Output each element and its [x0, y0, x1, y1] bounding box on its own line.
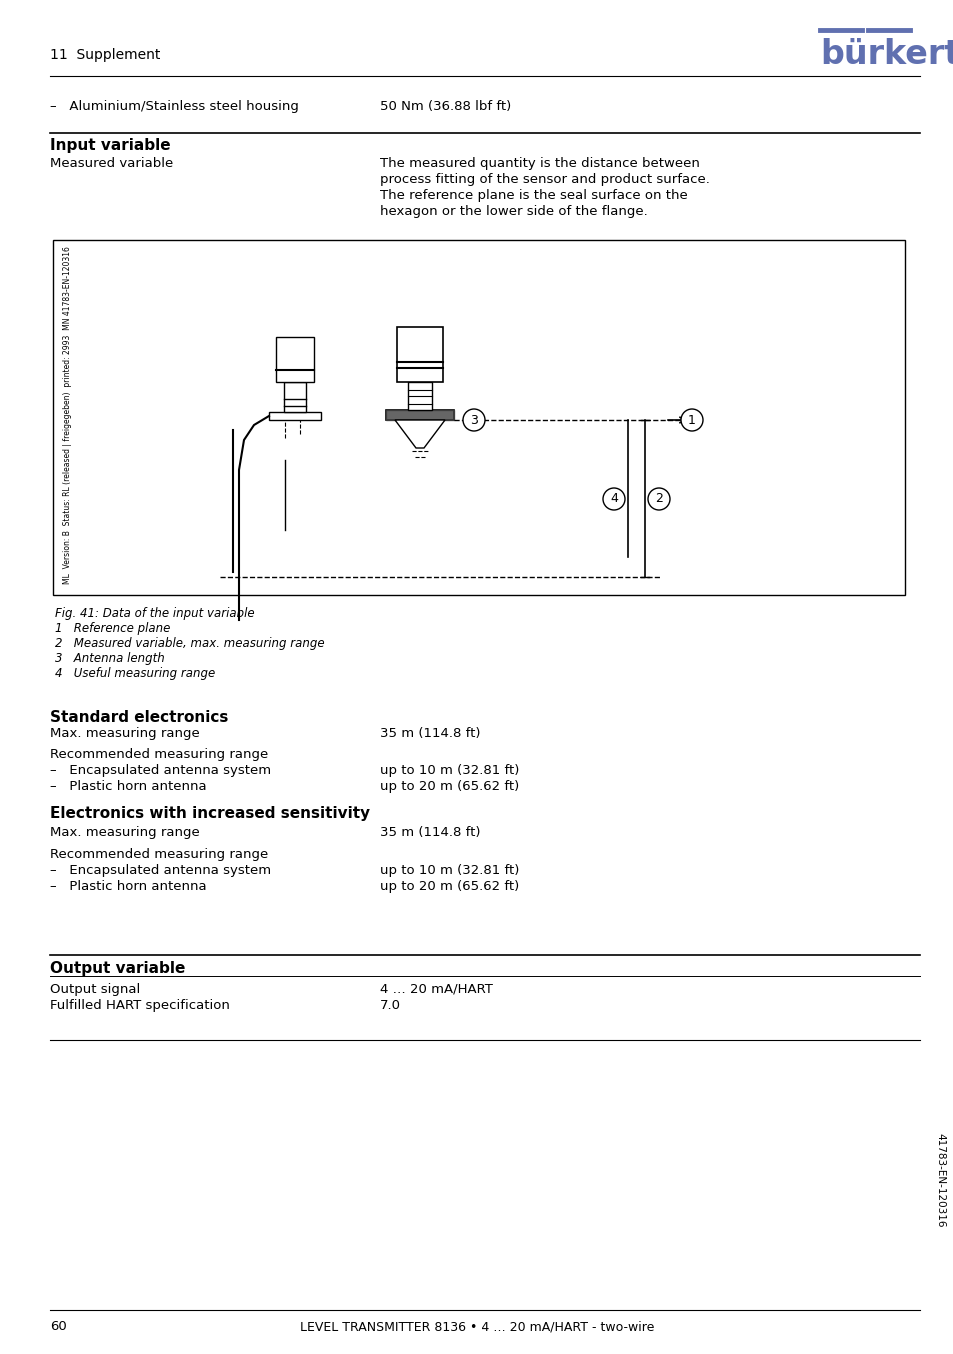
Text: bürkert: bürkert — [820, 38, 953, 70]
Text: up to 10 m (32.81 ft): up to 10 m (32.81 ft) — [379, 764, 518, 777]
Text: 4: 4 — [609, 493, 618, 505]
Bar — [386, 410, 454, 420]
Text: The measured quantity is the distance between: The measured quantity is the distance be… — [379, 157, 700, 171]
Text: 2   Measured variable, max. measuring range: 2 Measured variable, max. measuring rang… — [55, 636, 324, 650]
Polygon shape — [395, 420, 444, 448]
Text: Max. measuring range: Max. measuring range — [50, 727, 199, 741]
Text: 35 m (114.8 ft): 35 m (114.8 ft) — [379, 826, 480, 839]
Text: Recommended measuring range: Recommended measuring range — [50, 747, 268, 761]
Text: –   Plastic horn antenna: – Plastic horn antenna — [50, 880, 207, 894]
Text: ML  Version: B  Status: RL (released | freigegeben)  printed: 2993  MN 41783-EN-: ML Version: B Status: RL (released | fre… — [64, 246, 72, 584]
Text: Output variable: Output variable — [50, 961, 185, 976]
Text: Standard electronics: Standard electronics — [50, 709, 228, 724]
Bar — [408, 382, 432, 410]
Text: process fitting of the sensor and product surface.: process fitting of the sensor and produc… — [379, 173, 709, 185]
Text: 41783-EN-120316: 41783-EN-120316 — [934, 1133, 944, 1227]
Text: The reference plane is the seal surface on the: The reference plane is the seal surface … — [379, 190, 687, 202]
Text: 7.0: 7.0 — [379, 999, 400, 1011]
Text: 1: 1 — [687, 413, 695, 427]
Text: 2: 2 — [655, 493, 662, 505]
Text: –   Encapsulated antenna system: – Encapsulated antenna system — [50, 764, 271, 777]
Text: –   Plastic horn antenna: – Plastic horn antenna — [50, 780, 207, 793]
Text: Recommended measuring range: Recommended measuring range — [50, 848, 268, 861]
Circle shape — [602, 487, 624, 510]
Text: 3   Antenna length: 3 Antenna length — [55, 653, 165, 665]
Text: 4   Useful measuring range: 4 Useful measuring range — [55, 668, 215, 680]
Text: 60: 60 — [50, 1320, 67, 1332]
Bar — [53, 240, 904, 594]
Bar — [269, 412, 320, 420]
Bar — [396, 328, 442, 382]
Text: Max. measuring range: Max. measuring range — [50, 826, 199, 839]
Polygon shape — [386, 410, 454, 420]
Circle shape — [680, 409, 702, 431]
Text: –   Encapsulated antenna system: – Encapsulated antenna system — [50, 864, 271, 877]
Text: Fig. 41: Data of the input variable: Fig. 41: Data of the input variable — [55, 607, 254, 620]
Text: up to 20 m (65.62 ft): up to 20 m (65.62 ft) — [379, 780, 518, 793]
Text: 4 … 20 mA/HART: 4 … 20 mA/HART — [379, 983, 493, 997]
Text: up to 10 m (32.81 ft): up to 10 m (32.81 ft) — [379, 864, 518, 877]
Bar — [284, 382, 306, 412]
Text: 11  Supplement: 11 Supplement — [50, 47, 160, 62]
Text: up to 20 m (65.62 ft): up to 20 m (65.62 ft) — [379, 880, 518, 894]
Circle shape — [647, 487, 669, 510]
Text: Input variable: Input variable — [50, 138, 171, 153]
Text: hexagon or the lower side of the flange.: hexagon or the lower side of the flange. — [379, 204, 647, 218]
Text: Electronics with increased sensitivity: Electronics with increased sensitivity — [50, 806, 370, 821]
Circle shape — [462, 409, 484, 431]
Text: Measured variable: Measured variable — [50, 157, 173, 171]
Text: 3: 3 — [470, 413, 477, 427]
Text: LEVEL TRANSMITTER 8136 • 4 … 20 mA/HART - two-wire: LEVEL TRANSMITTER 8136 • 4 … 20 mA/HART … — [299, 1320, 654, 1332]
Bar — [275, 337, 314, 382]
Text: 1   Reference plane: 1 Reference plane — [55, 621, 171, 635]
Text: Fulfilled HART specification: Fulfilled HART specification — [50, 999, 230, 1011]
Text: –   Aluminium/Stainless steel housing: – Aluminium/Stainless steel housing — [50, 100, 298, 112]
Text: Output signal: Output signal — [50, 983, 140, 997]
Text: 50 Nm (36.88 lbf ft): 50 Nm (36.88 lbf ft) — [379, 100, 511, 112]
Text: 35 m (114.8 ft): 35 m (114.8 ft) — [379, 727, 480, 741]
